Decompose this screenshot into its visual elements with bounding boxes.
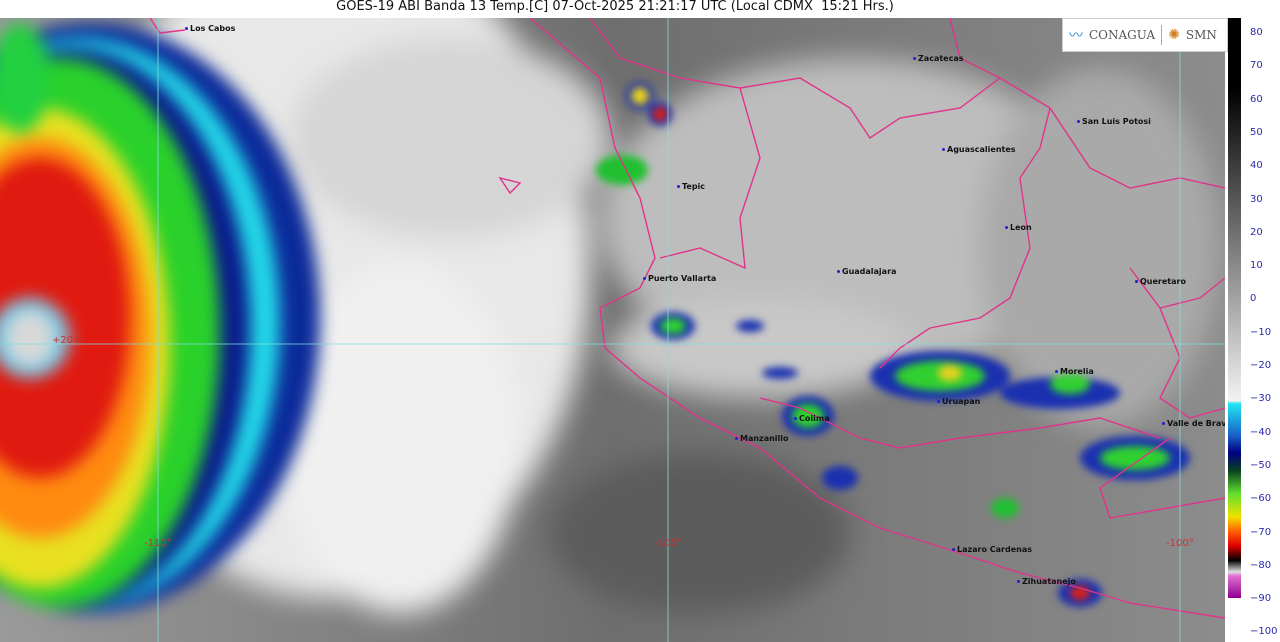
colorbar-tick-label: −30 bbox=[1250, 393, 1272, 405]
city-label: Tepic bbox=[676, 182, 706, 191]
city-label: Lazaro Cardenas bbox=[952, 545, 1032, 554]
colorbar-tick-label: 60 bbox=[1250, 93, 1263, 105]
satellite-imagery bbox=[0, 18, 1225, 642]
colorbar-tick-label: −100 bbox=[1250, 626, 1278, 638]
colorbar-tick-label: −10 bbox=[1250, 326, 1272, 338]
city-label: Puerto Vallarta bbox=[642, 274, 717, 283]
colorbar-tick-label: 50 bbox=[1250, 126, 1263, 138]
city-label: Los Cabos bbox=[184, 24, 236, 33]
colorbar-tick-label: 70 bbox=[1250, 60, 1263, 72]
city-label: Manzanillo bbox=[735, 434, 789, 443]
colorbar-tick-label: −90 bbox=[1250, 593, 1272, 605]
city-label: Colima bbox=[794, 414, 830, 423]
conagua-wave-icon: 〰 bbox=[1069, 28, 1083, 44]
satellite-map: -110° -105° -100° +20° Los Cabos Zacatec… bbox=[0, 18, 1225, 642]
hurricane bbox=[0, 23, 320, 613]
conagua-logo-text: CONAGUA bbox=[1089, 28, 1156, 42]
colorbar-tick-label: −80 bbox=[1250, 559, 1272, 571]
colorbar-tick-label: −40 bbox=[1250, 426, 1272, 438]
colorbar-tick-label: 20 bbox=[1250, 226, 1263, 238]
colorbar-tick-label: 0 bbox=[1250, 293, 1257, 305]
city-label: Queretaro bbox=[1135, 277, 1186, 286]
city-label: San Luis Potosi bbox=[1077, 117, 1151, 126]
lon-label-100: -100° bbox=[1166, 538, 1194, 549]
city-label: Uruapan bbox=[936, 397, 981, 406]
city-label: Morelia bbox=[1055, 367, 1094, 376]
smn-swirl-icon: ✺ bbox=[1168, 27, 1180, 43]
colorbar bbox=[1228, 18, 1241, 598]
city-label: Zacatecas bbox=[913, 54, 964, 63]
lat-label-20: +20° bbox=[52, 335, 79, 346]
agency-logo: 〰 CONAGUA ✺ SMN bbox=[1062, 18, 1228, 52]
city-label: Valle de Brav bbox=[1161, 419, 1225, 428]
city-label: Leon bbox=[1005, 223, 1032, 232]
colorbar-tick-label: 10 bbox=[1250, 260, 1263, 272]
colorbar-tick-label: 40 bbox=[1250, 160, 1263, 172]
city-label: Aguascalientes bbox=[942, 145, 1016, 154]
lon-label-110: -110° bbox=[144, 538, 172, 549]
colorbar-tick-label: 30 bbox=[1250, 193, 1263, 205]
graticule bbox=[0, 18, 1225, 642]
lon-label-105: -105° bbox=[654, 538, 682, 549]
city-label: Guadalajara bbox=[836, 267, 897, 276]
colorbar-tick-label: −70 bbox=[1250, 526, 1272, 538]
smn-logo-text: SMN bbox=[1185, 28, 1217, 42]
colorbar-tick-label: −50 bbox=[1250, 459, 1272, 471]
convective-storms bbox=[596, 82, 1190, 607]
logo-divider bbox=[1161, 25, 1163, 45]
city-label: Zihuatanejo bbox=[1017, 577, 1076, 586]
colorbar-tick-label: −60 bbox=[1250, 493, 1272, 505]
colorbar-tick-label: 80 bbox=[1250, 27, 1263, 38]
colorbar-tick-label: −20 bbox=[1250, 360, 1272, 371]
image-title: GOES-19 ABI Banda 13 Temp.[C] 07-Oct-202… bbox=[336, 0, 894, 14]
